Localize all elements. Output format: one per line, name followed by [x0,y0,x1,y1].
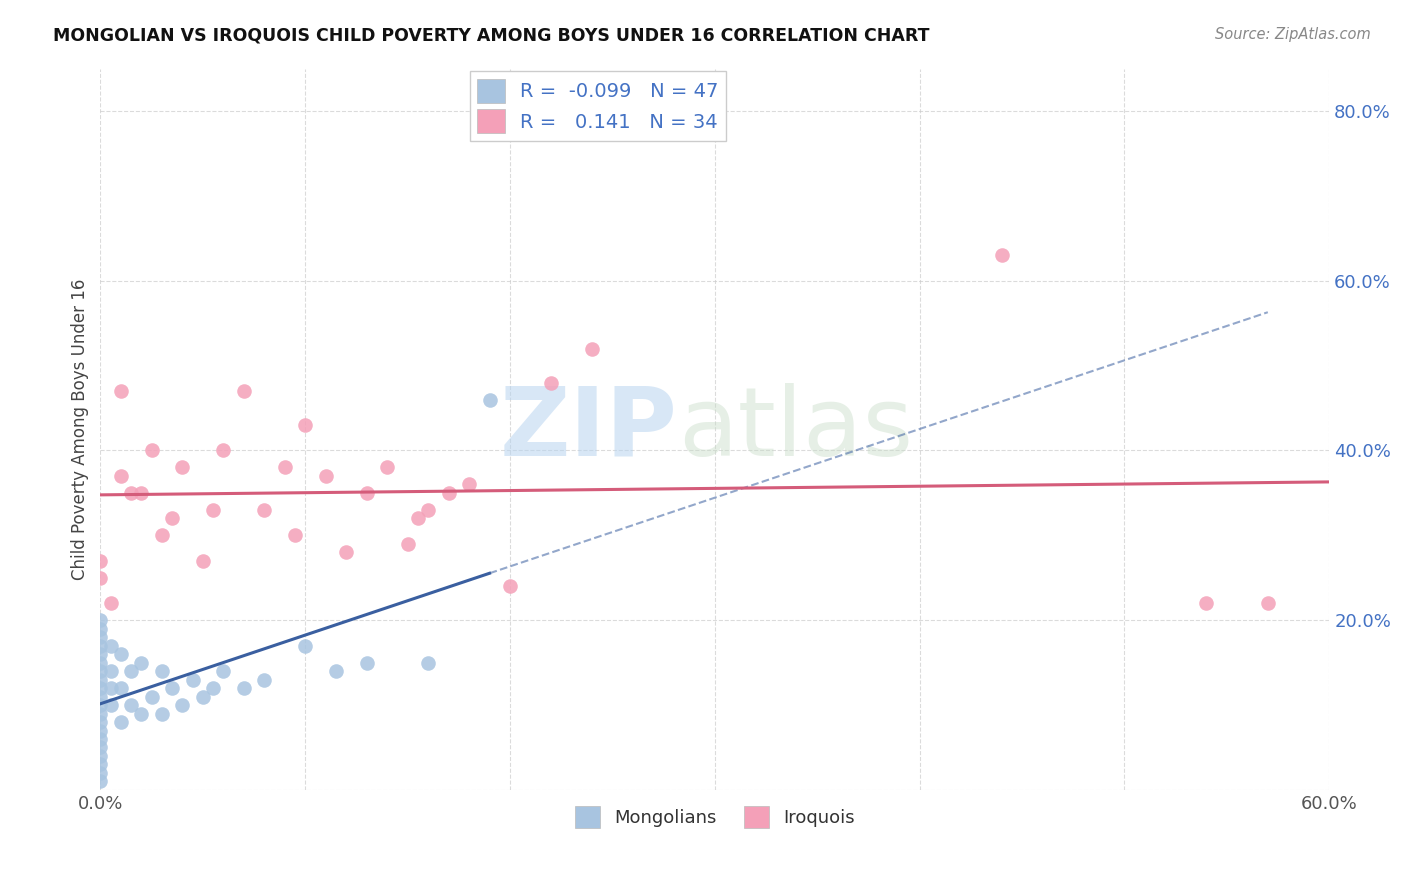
Point [100,664,122,678]
Point [540,376,562,390]
Point [89,664,111,678]
Point [110,681,132,695]
Point [191,554,214,568]
Point [110,384,132,398]
Point [201,503,224,517]
Point [458,477,481,491]
Point [100,596,122,610]
Point [89,766,111,780]
Point [499,579,522,593]
Point [212,664,235,678]
Point [160,511,183,525]
Point [416,503,439,517]
Point [89,690,111,704]
Point [89,630,111,644]
Text: Source: ZipAtlas.com: Source: ZipAtlas.com [1215,27,1371,42]
Point [253,503,276,517]
Point [89,656,111,670]
Point [100,681,122,695]
Point [150,664,173,678]
Point [89,554,111,568]
Point [406,511,429,525]
Point [375,460,398,475]
Point [89,698,111,712]
Point [396,537,419,551]
Text: atlas: atlas [678,383,912,475]
Y-axis label: Child Poverty Among Boys Under 16: Child Poverty Among Boys Under 16 [72,278,89,580]
Point [191,690,214,704]
Point [89,740,111,755]
Point [89,748,111,763]
Point [1257,596,1279,610]
Point [89,723,111,738]
Point [181,673,204,687]
Point [284,528,307,542]
Point [315,469,337,483]
Point [581,342,603,356]
Legend: Mongolians, Iroquois: Mongolians, Iroquois [568,798,862,835]
Text: ZIP: ZIP [501,383,678,475]
Point [110,469,132,483]
Point [150,528,173,542]
Point [131,656,153,670]
Point [141,443,163,458]
Point [172,460,194,475]
Point [131,486,153,500]
Point [110,647,132,661]
Point [437,486,460,500]
Point [356,486,378,500]
Point [212,443,235,458]
Point [478,392,501,407]
Point [89,571,111,585]
Point [89,647,111,661]
Point [294,639,316,653]
Point [89,714,111,729]
Point [150,706,173,721]
Point [89,673,111,687]
Point [89,731,111,746]
Point [120,486,142,500]
Point [160,681,183,695]
Point [89,774,111,789]
Point [100,639,122,653]
Point [89,639,111,653]
Point [294,417,316,432]
Point [1195,596,1218,610]
Point [131,706,153,721]
Point [110,714,132,729]
Point [100,698,122,712]
Point [356,656,378,670]
Point [232,384,254,398]
Point [141,690,163,704]
Point [273,460,295,475]
Point [120,664,142,678]
Point [201,681,224,695]
Text: MONGOLIAN VS IROQUOIS CHILD POVERTY AMONG BOYS UNDER 16 CORRELATION CHART: MONGOLIAN VS IROQUOIS CHILD POVERTY AMON… [53,27,929,45]
Point [89,622,111,636]
Point [89,757,111,772]
Point [120,698,142,712]
Point [416,656,439,670]
Point [89,613,111,627]
Point [172,698,194,712]
Point [253,673,276,687]
Point [325,664,347,678]
Point [335,545,357,559]
Point [89,706,111,721]
Point [89,681,111,695]
Point [232,681,254,695]
Point [990,248,1012,262]
